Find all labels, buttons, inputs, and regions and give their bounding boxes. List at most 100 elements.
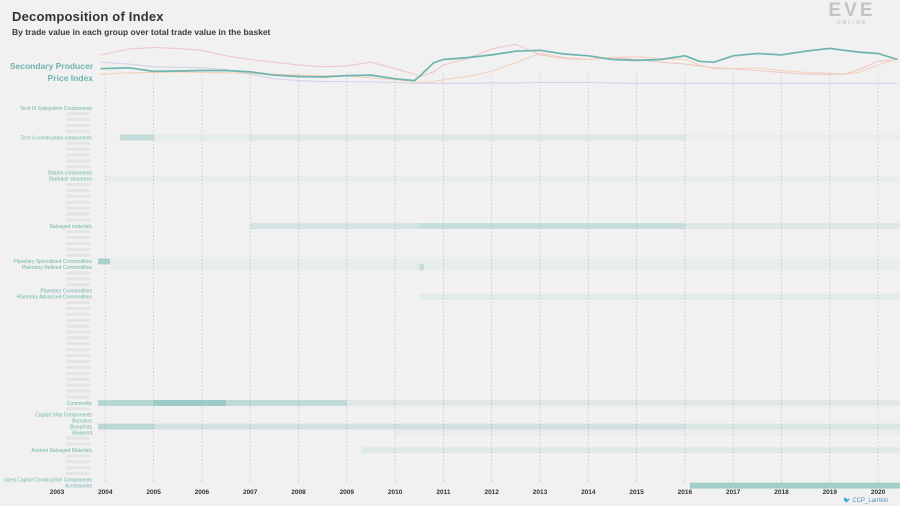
row-label-placeholder: [66, 460, 90, 464]
heatmap-cell: [424, 264, 900, 271]
row-label: Blueprint: [72, 430, 92, 436]
row-label: Ancient Salvaged Materials: [31, 448, 92, 454]
x-tick-label: 2003: [50, 489, 65, 496]
heatmap-cell: [250, 223, 420, 229]
row-label: Planetary Advanced Commodities: [17, 295, 93, 301]
row-label-placeholder: [66, 383, 90, 387]
row-label: Accessories: [65, 483, 92, 489]
heatmap-cell: [395, 429, 900, 436]
x-tick-label: 2006: [195, 489, 210, 496]
row-label-placeholder: [66, 301, 90, 304]
x-tick-label: 2009: [340, 489, 355, 496]
heatmap-cell: [98, 423, 154, 430]
heatmap-cell: [684, 223, 900, 229]
heatmap-cell: [361, 447, 900, 454]
row-label: Capital Ship Components: [35, 413, 92, 419]
row-label-placeholder: [66, 236, 90, 240]
row-label-placeholder: [66, 336, 90, 340]
row-label-placeholder: [66, 247, 90, 251]
row-label-placeholder: [66, 230, 90, 234]
row-label-placeholder: [66, 306, 90, 310]
heatmap-cell: [110, 264, 420, 271]
row-label-placeholder: [66, 212, 90, 216]
index-label: Price Index: [48, 73, 94, 83]
heatmap-cell: [689, 482, 900, 489]
row-label-placeholder: [66, 271, 90, 275]
heatmap-cell: [119, 134, 154, 141]
row-label-placeholder: [66, 436, 90, 440]
heatmap-cell: [98, 258, 111, 265]
row-label-placeholder: [66, 454, 90, 458]
heatmap-cell: [419, 264, 425, 271]
row-label-placeholder: [66, 330, 90, 334]
logo-subtext: ONLINE: [836, 20, 868, 26]
row-label-placeholder: [66, 466, 90, 470]
row-label: Boosters: [72, 419, 92, 425]
heatmap-cell: [419, 293, 900, 300]
row-label-placeholder: [66, 318, 90, 322]
heatmap-cell: [684, 423, 900, 430]
x-tick-label: 2017: [726, 489, 741, 496]
row-label-placeholder: [66, 188, 90, 192]
row-label: Salvaged materials: [49, 224, 92, 230]
row-label-placeholder: [66, 377, 90, 381]
row-label: Blueprints: [70, 424, 93, 430]
row-label-placeholder: [66, 371, 90, 375]
row-label-placeholder: [66, 395, 90, 399]
heatmap-cell: [419, 223, 685, 229]
row-label: sized Capital Construction Components: [4, 478, 92, 484]
component-series-line: [100, 43, 898, 78]
row-label-placeholder: [66, 324, 90, 328]
row-label-placeholder: [66, 124, 90, 127]
x-tick-label: 2013: [533, 489, 548, 496]
index-line: [100, 47, 898, 82]
row-label-placeholder: [66, 118, 90, 122]
row-label-placeholder: [66, 277, 90, 281]
logo-word: EVE: [828, 0, 876, 21]
row-label: Planetary Commodities: [40, 289, 92, 295]
row-label-placeholder: [66, 472, 90, 476]
heatmap-cell: [98, 400, 154, 406]
row-label: Planetary Refined Commodities: [22, 265, 93, 271]
row-label: Tech II construction components: [20, 135, 92, 141]
row-label-placeholder: [66, 342, 90, 346]
x-tick-label: 2019: [823, 489, 838, 496]
row-label-placeholder: [66, 129, 90, 133]
row-label-placeholder: [66, 360, 90, 363]
row-label: Tech III Subsystem Components: [20, 106, 92, 112]
row-label-placeholder: [66, 200, 90, 204]
row-label-placeholder: [66, 365, 90, 369]
heatmap-cell: [110, 258, 900, 265]
row-label-placeholder: [66, 354, 90, 358]
author-credit: 🐦 CCP_Larrikin: [843, 497, 888, 504]
x-tick-label: 2018: [774, 489, 789, 496]
row-label-placeholder: [66, 112, 90, 116]
x-tick-label: 2010: [388, 489, 403, 496]
heatmap-cell: [153, 134, 251, 141]
heatmap-cell: [153, 400, 227, 406]
x-tick-label: 2014: [581, 489, 596, 496]
row-label-placeholder: [66, 283, 90, 287]
heatmap-cell: [250, 134, 685, 141]
row-label-placeholder: [66, 348, 90, 352]
component-series-line: [100, 61, 898, 84]
twitter-bird-icon: 🐦: [843, 498, 851, 504]
heatmap-cell: [346, 400, 900, 406]
row-label-placeholder: [66, 165, 90, 169]
heatmap-cell: [684, 134, 900, 141]
eve-online-logo: EVE ONLINE: [816, 1, 888, 27]
component-series-line: [100, 52, 898, 84]
row-label-placeholder: [66, 159, 90, 163]
heatmap-cell: [105, 175, 900, 182]
page-subtitle: By trade value in each group over total …: [12, 27, 271, 37]
x-tick-label: 2020: [871, 489, 886, 496]
page-title: Decomposition of Index: [12, 9, 164, 24]
row-label-placeholder: [66, 218, 90, 222]
author-handle: CCP_Larrikin: [852, 498, 888, 504]
row-label: Station components: [48, 171, 93, 177]
row-label-placeholder: [66, 442, 90, 446]
x-tick-label: 2012: [484, 489, 499, 496]
index-label: Secondary Producer: [10, 61, 94, 71]
x-tick-label: 2015: [629, 489, 644, 496]
